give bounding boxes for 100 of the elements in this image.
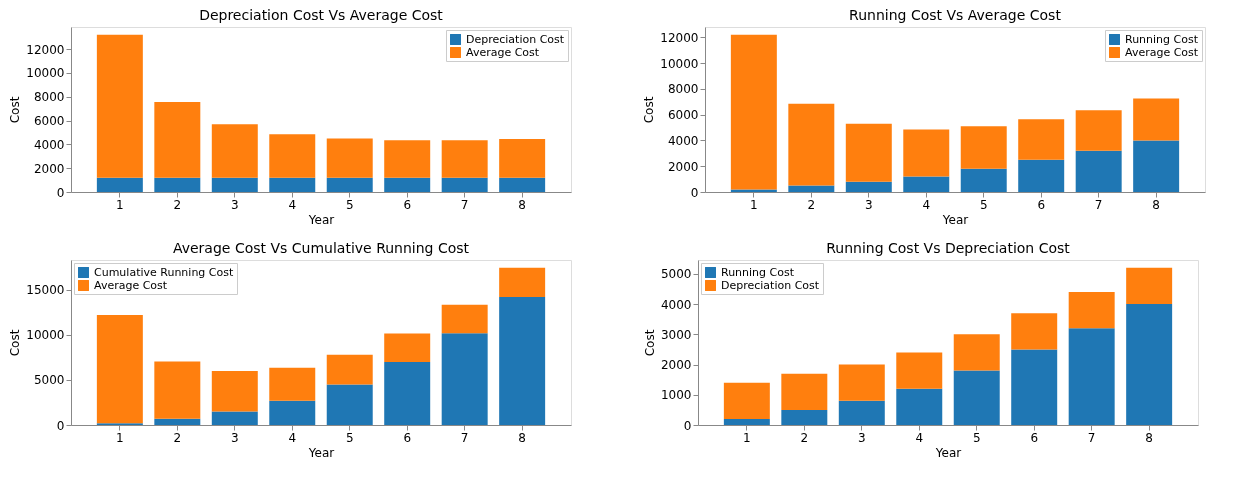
bar bbox=[1011, 313, 1058, 350]
y-tick-label: 8000 bbox=[33, 90, 65, 105]
bar bbox=[441, 140, 488, 178]
y-tick-label: 2000 bbox=[667, 159, 699, 174]
bar bbox=[384, 140, 431, 178]
bar bbox=[1068, 292, 1115, 329]
x-tick-label: 8 bbox=[518, 197, 526, 212]
bar bbox=[269, 177, 316, 192]
bar bbox=[96, 34, 143, 178]
bar bbox=[896, 352, 943, 389]
y-tick-label: 5000 bbox=[660, 267, 692, 282]
x-tick-label: 8 bbox=[1152, 197, 1160, 212]
y-tick-label: 3000 bbox=[660, 327, 692, 342]
x-axis-title: Year bbox=[934, 445, 962, 460]
bar bbox=[269, 367, 316, 401]
x-tick-label: 7 bbox=[460, 197, 469, 212]
x-tick-label: 5 bbox=[972, 430, 981, 445]
bar bbox=[1126, 267, 1173, 305]
bar bbox=[154, 102, 201, 178]
y-tick-label: 10000 bbox=[660, 56, 699, 71]
bar bbox=[154, 418, 201, 425]
x-tick-label: 4 bbox=[922, 197, 931, 212]
x-tick-label: 5 bbox=[345, 430, 354, 445]
bar bbox=[838, 400, 885, 425]
chart-title: Average Cost Vs Cumulative Running Cost bbox=[172, 240, 470, 256]
bar bbox=[953, 370, 1000, 425]
bar bbox=[154, 361, 201, 419]
y-axis-title: Cost bbox=[8, 329, 23, 357]
bar bbox=[326, 384, 373, 425]
x-tick-label: 3 bbox=[230, 430, 239, 445]
bar bbox=[845, 123, 892, 182]
x-tick-label: 1 bbox=[743, 430, 751, 445]
x-tick-label: 6 bbox=[403, 197, 412, 212]
chart-title: Running Cost Vs Average Cost bbox=[849, 7, 1062, 23]
x-tick-label: 2 bbox=[807, 197, 816, 212]
legend-label: Depreciation Cost bbox=[466, 32, 565, 46]
bar bbox=[1018, 119, 1065, 160]
bar bbox=[960, 168, 1007, 192]
x-tick-label: 3 bbox=[864, 197, 873, 212]
bar bbox=[441, 333, 488, 425]
bar bbox=[499, 297, 546, 425]
x-axis-title: Year bbox=[941, 212, 969, 227]
bar bbox=[384, 361, 431, 425]
x-tick-label: 5 bbox=[345, 197, 354, 212]
y-tick-label: 5000 bbox=[33, 373, 65, 388]
bar bbox=[730, 34, 777, 190]
bar bbox=[788, 185, 835, 192]
legend-label: Running Cost bbox=[721, 265, 795, 279]
bar bbox=[211, 370, 258, 412]
bar bbox=[960, 126, 1007, 169]
chart-title: Running Cost Vs Depreciation Cost bbox=[826, 240, 1071, 256]
y-tick-label: 6000 bbox=[33, 114, 65, 129]
legend-label: Average Cost bbox=[94, 278, 168, 292]
bar bbox=[499, 139, 546, 178]
x-tick-label: 2 bbox=[173, 197, 182, 212]
y-tick-label: 0 bbox=[690, 185, 699, 200]
y-tick-label: 10000 bbox=[26, 328, 65, 343]
chart-title: Depreciation Cost Vs Average Cost bbox=[199, 7, 444, 23]
bar bbox=[730, 189, 777, 192]
y-axis-title: Cost bbox=[642, 96, 657, 124]
x-axis-title: Year bbox=[307, 445, 335, 460]
bar bbox=[211, 177, 258, 192]
y-tick-label: 2000 bbox=[33, 161, 65, 176]
x-tick-label: 1 bbox=[116, 197, 124, 212]
x-tick-label: 1 bbox=[750, 197, 758, 212]
y-tick-label: 1000 bbox=[660, 388, 692, 403]
y-tick-label: 12000 bbox=[660, 30, 699, 45]
legend-label: Average Cost bbox=[466, 45, 540, 59]
bar bbox=[896, 388, 943, 425]
bar bbox=[1068, 328, 1115, 425]
bar bbox=[326, 138, 373, 178]
y-tick-label: 15000 bbox=[26, 283, 65, 298]
x-tick-label: 4 bbox=[288, 197, 297, 212]
x-tick-label: 1 bbox=[116, 430, 124, 445]
x-tick-label: 6 bbox=[403, 430, 412, 445]
x-tick-label: 4 bbox=[288, 430, 297, 445]
bar bbox=[269, 400, 316, 425]
bar bbox=[953, 334, 1000, 371]
bar bbox=[1075, 150, 1122, 192]
legend-label: Average Cost bbox=[1125, 45, 1199, 59]
x-tick-label: 7 bbox=[460, 430, 469, 445]
bar bbox=[96, 177, 143, 192]
x-tick-label: 3 bbox=[857, 430, 866, 445]
bar bbox=[1126, 304, 1173, 425]
bar bbox=[499, 267, 546, 298]
y-tick-label: 0 bbox=[56, 185, 65, 200]
bar bbox=[781, 373, 828, 410]
bar bbox=[441, 177, 488, 192]
y-tick-label: 4000 bbox=[660, 297, 692, 312]
bar bbox=[384, 333, 431, 362]
bar bbox=[723, 382, 770, 419]
y-tick-label: 4000 bbox=[33, 137, 65, 152]
x-axis-title: Year bbox=[307, 212, 335, 227]
bar bbox=[781, 409, 828, 425]
bar bbox=[441, 304, 488, 334]
bar bbox=[1011, 349, 1058, 425]
y-tick-label: 6000 bbox=[667, 108, 699, 123]
x-tick-label: 8 bbox=[1145, 430, 1153, 445]
bar bbox=[499, 177, 546, 192]
bar bbox=[326, 177, 373, 192]
